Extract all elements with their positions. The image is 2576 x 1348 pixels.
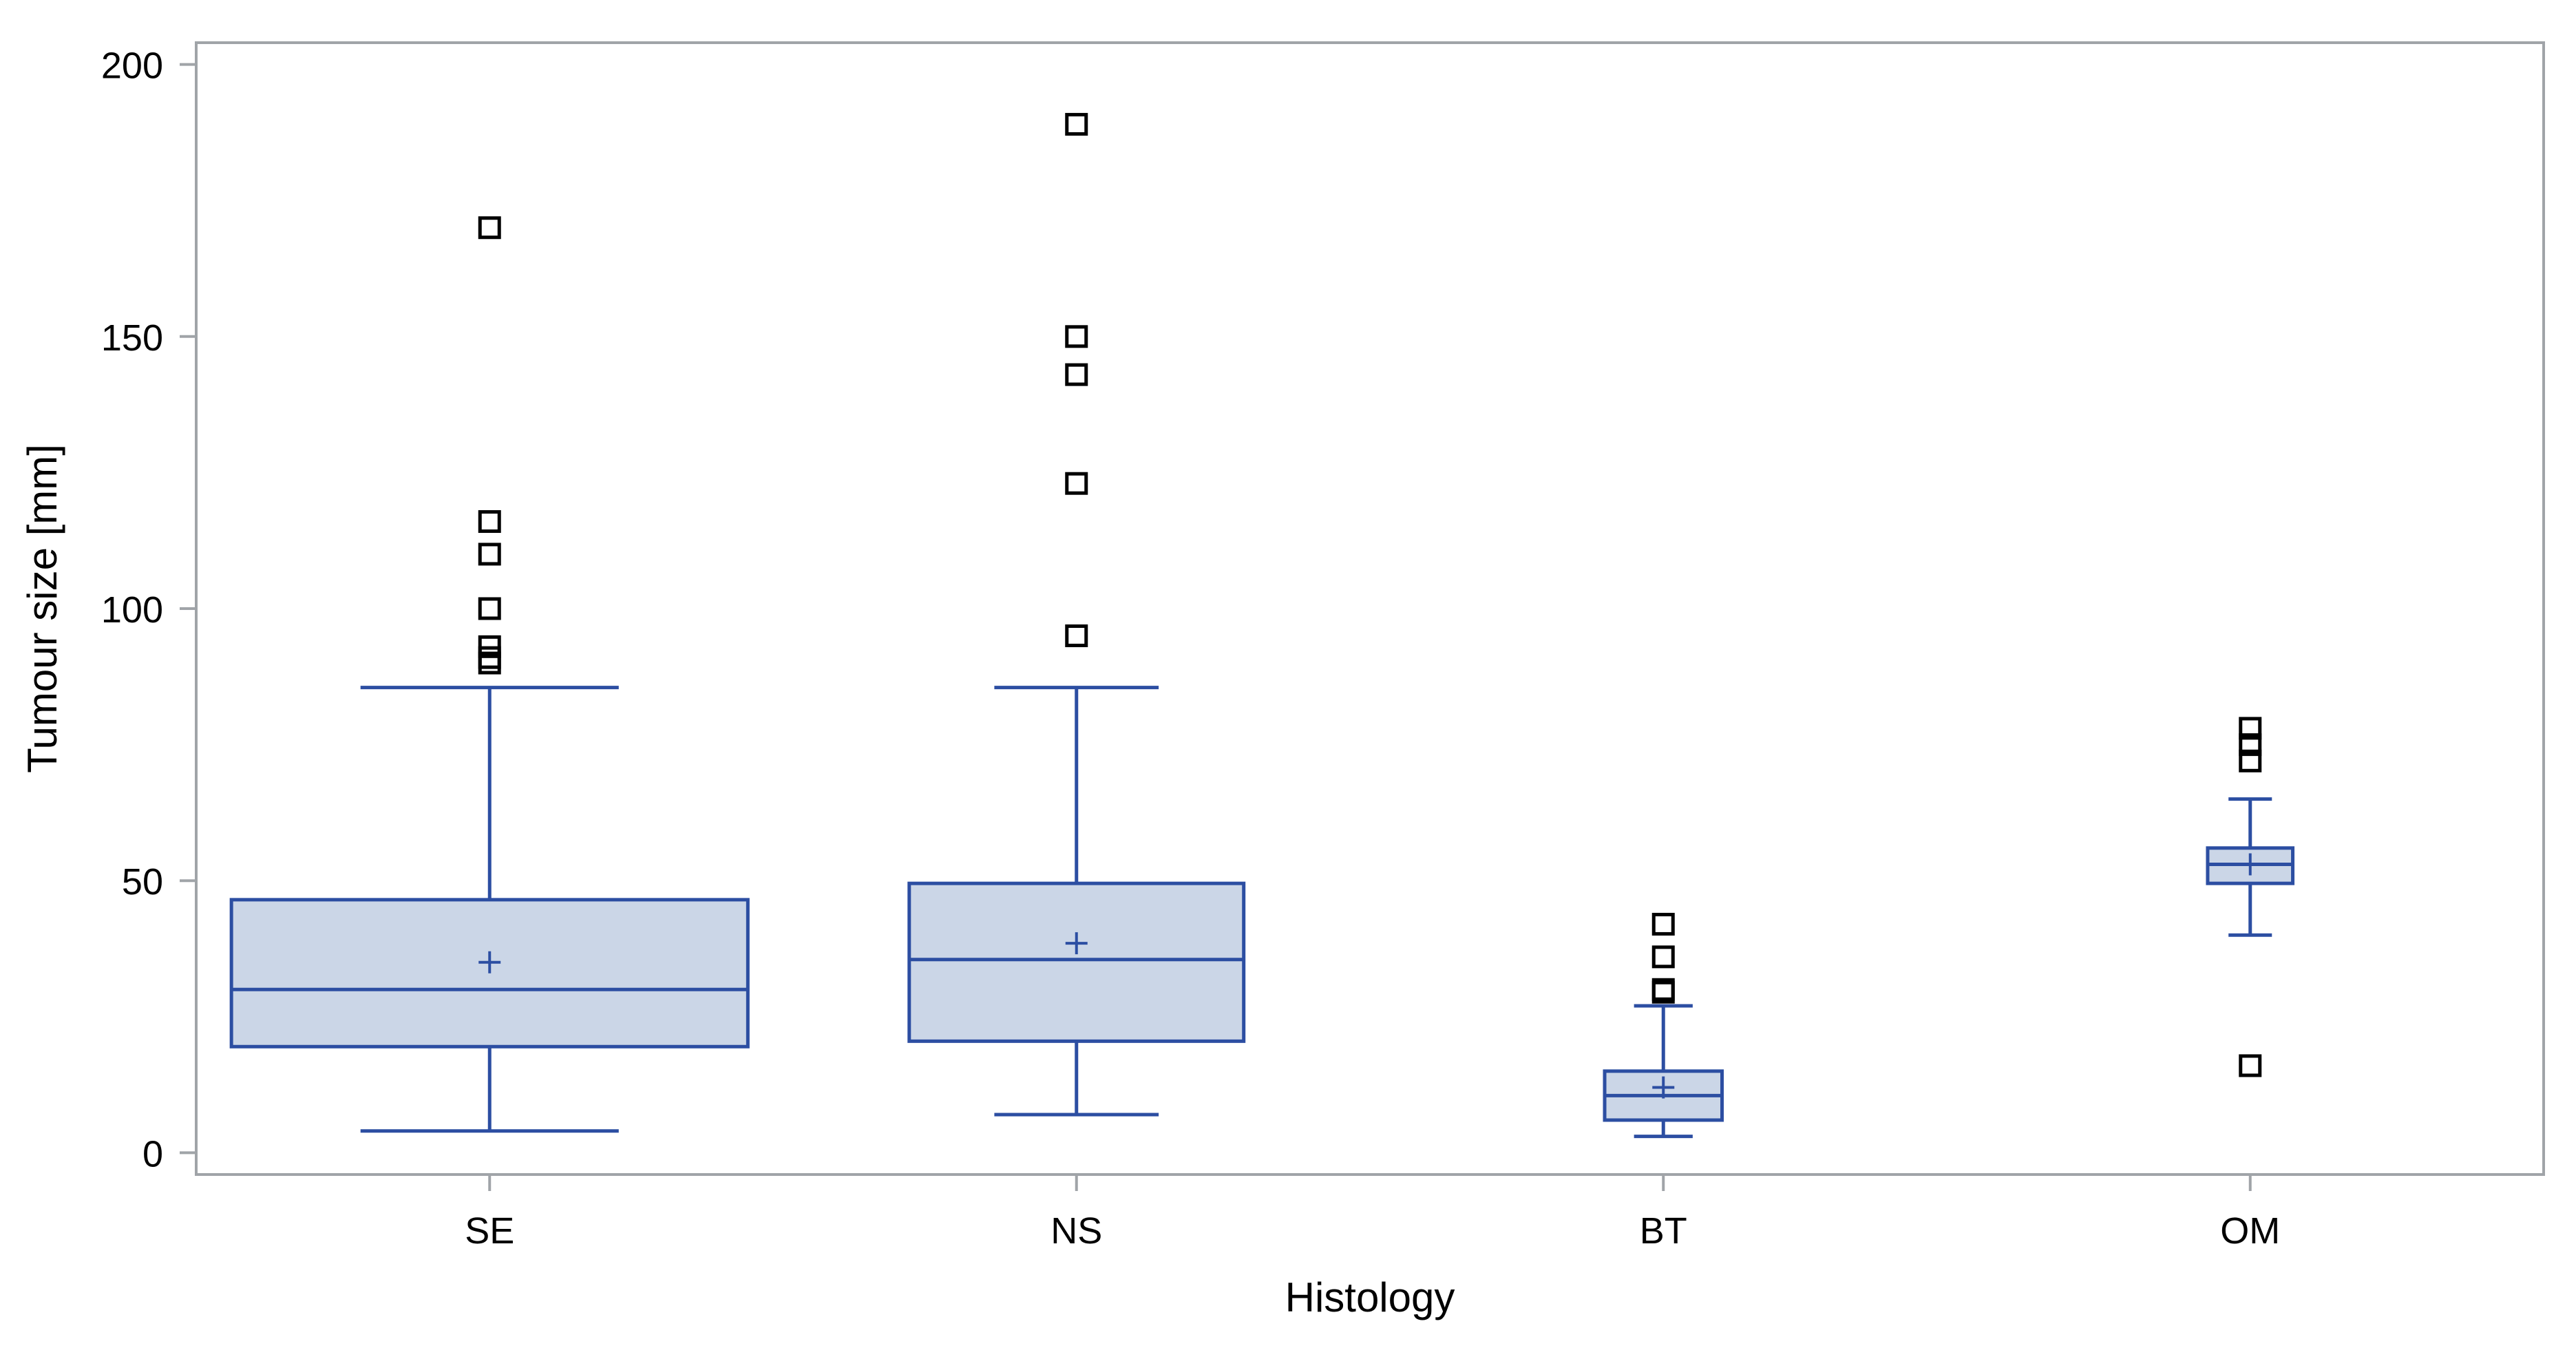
outlier-point xyxy=(1065,472,1088,495)
iqr-box xyxy=(907,881,1246,1043)
outlier-point xyxy=(2239,733,2262,757)
outlier-point xyxy=(478,651,501,675)
y-tick-label: 150 xyxy=(101,317,163,359)
outlier-point xyxy=(1065,363,1088,386)
y-tick-label: 0 xyxy=(142,1133,163,1175)
outlier-point xyxy=(478,216,501,240)
outlier-point xyxy=(1651,945,1675,969)
outlier-point xyxy=(2239,717,2262,740)
y-tick-label: 50 xyxy=(122,861,163,903)
x-tick-label: NS xyxy=(1051,1210,1102,1252)
box-group-om xyxy=(2206,717,2295,1077)
outlier-point xyxy=(2239,749,2262,772)
y-axis: 0 50 100 150 200 xyxy=(101,45,196,1175)
y-tick-label: 200 xyxy=(101,45,163,87)
box-group-se xyxy=(229,216,750,1133)
outlier-point xyxy=(2239,1054,2262,1077)
outlier-point xyxy=(1651,980,1675,1004)
outlier-point xyxy=(478,597,501,620)
x-axis-label: Histology xyxy=(1285,1274,1455,1320)
box-group-bt xyxy=(1603,912,1724,1139)
x-tick-label: BT xyxy=(1640,1210,1687,1252)
boxes-layer xyxy=(229,113,2295,1139)
x-tick-label: OM xyxy=(2220,1210,2280,1252)
box-group-ns xyxy=(907,113,1246,1117)
y-tick-label: 100 xyxy=(101,589,163,631)
outlier-point xyxy=(1651,912,1675,936)
x-axis: SE NS BT OM xyxy=(465,1175,2280,1252)
outlier-point xyxy=(1065,624,1088,648)
outlier-point xyxy=(1065,113,1088,136)
y-axis-label: Tumour size [mm] xyxy=(19,444,65,773)
x-tick-label: SE xyxy=(465,1210,514,1252)
outlier-point xyxy=(478,543,501,566)
outlier-point xyxy=(478,510,501,534)
outlier-point xyxy=(1065,325,1088,348)
